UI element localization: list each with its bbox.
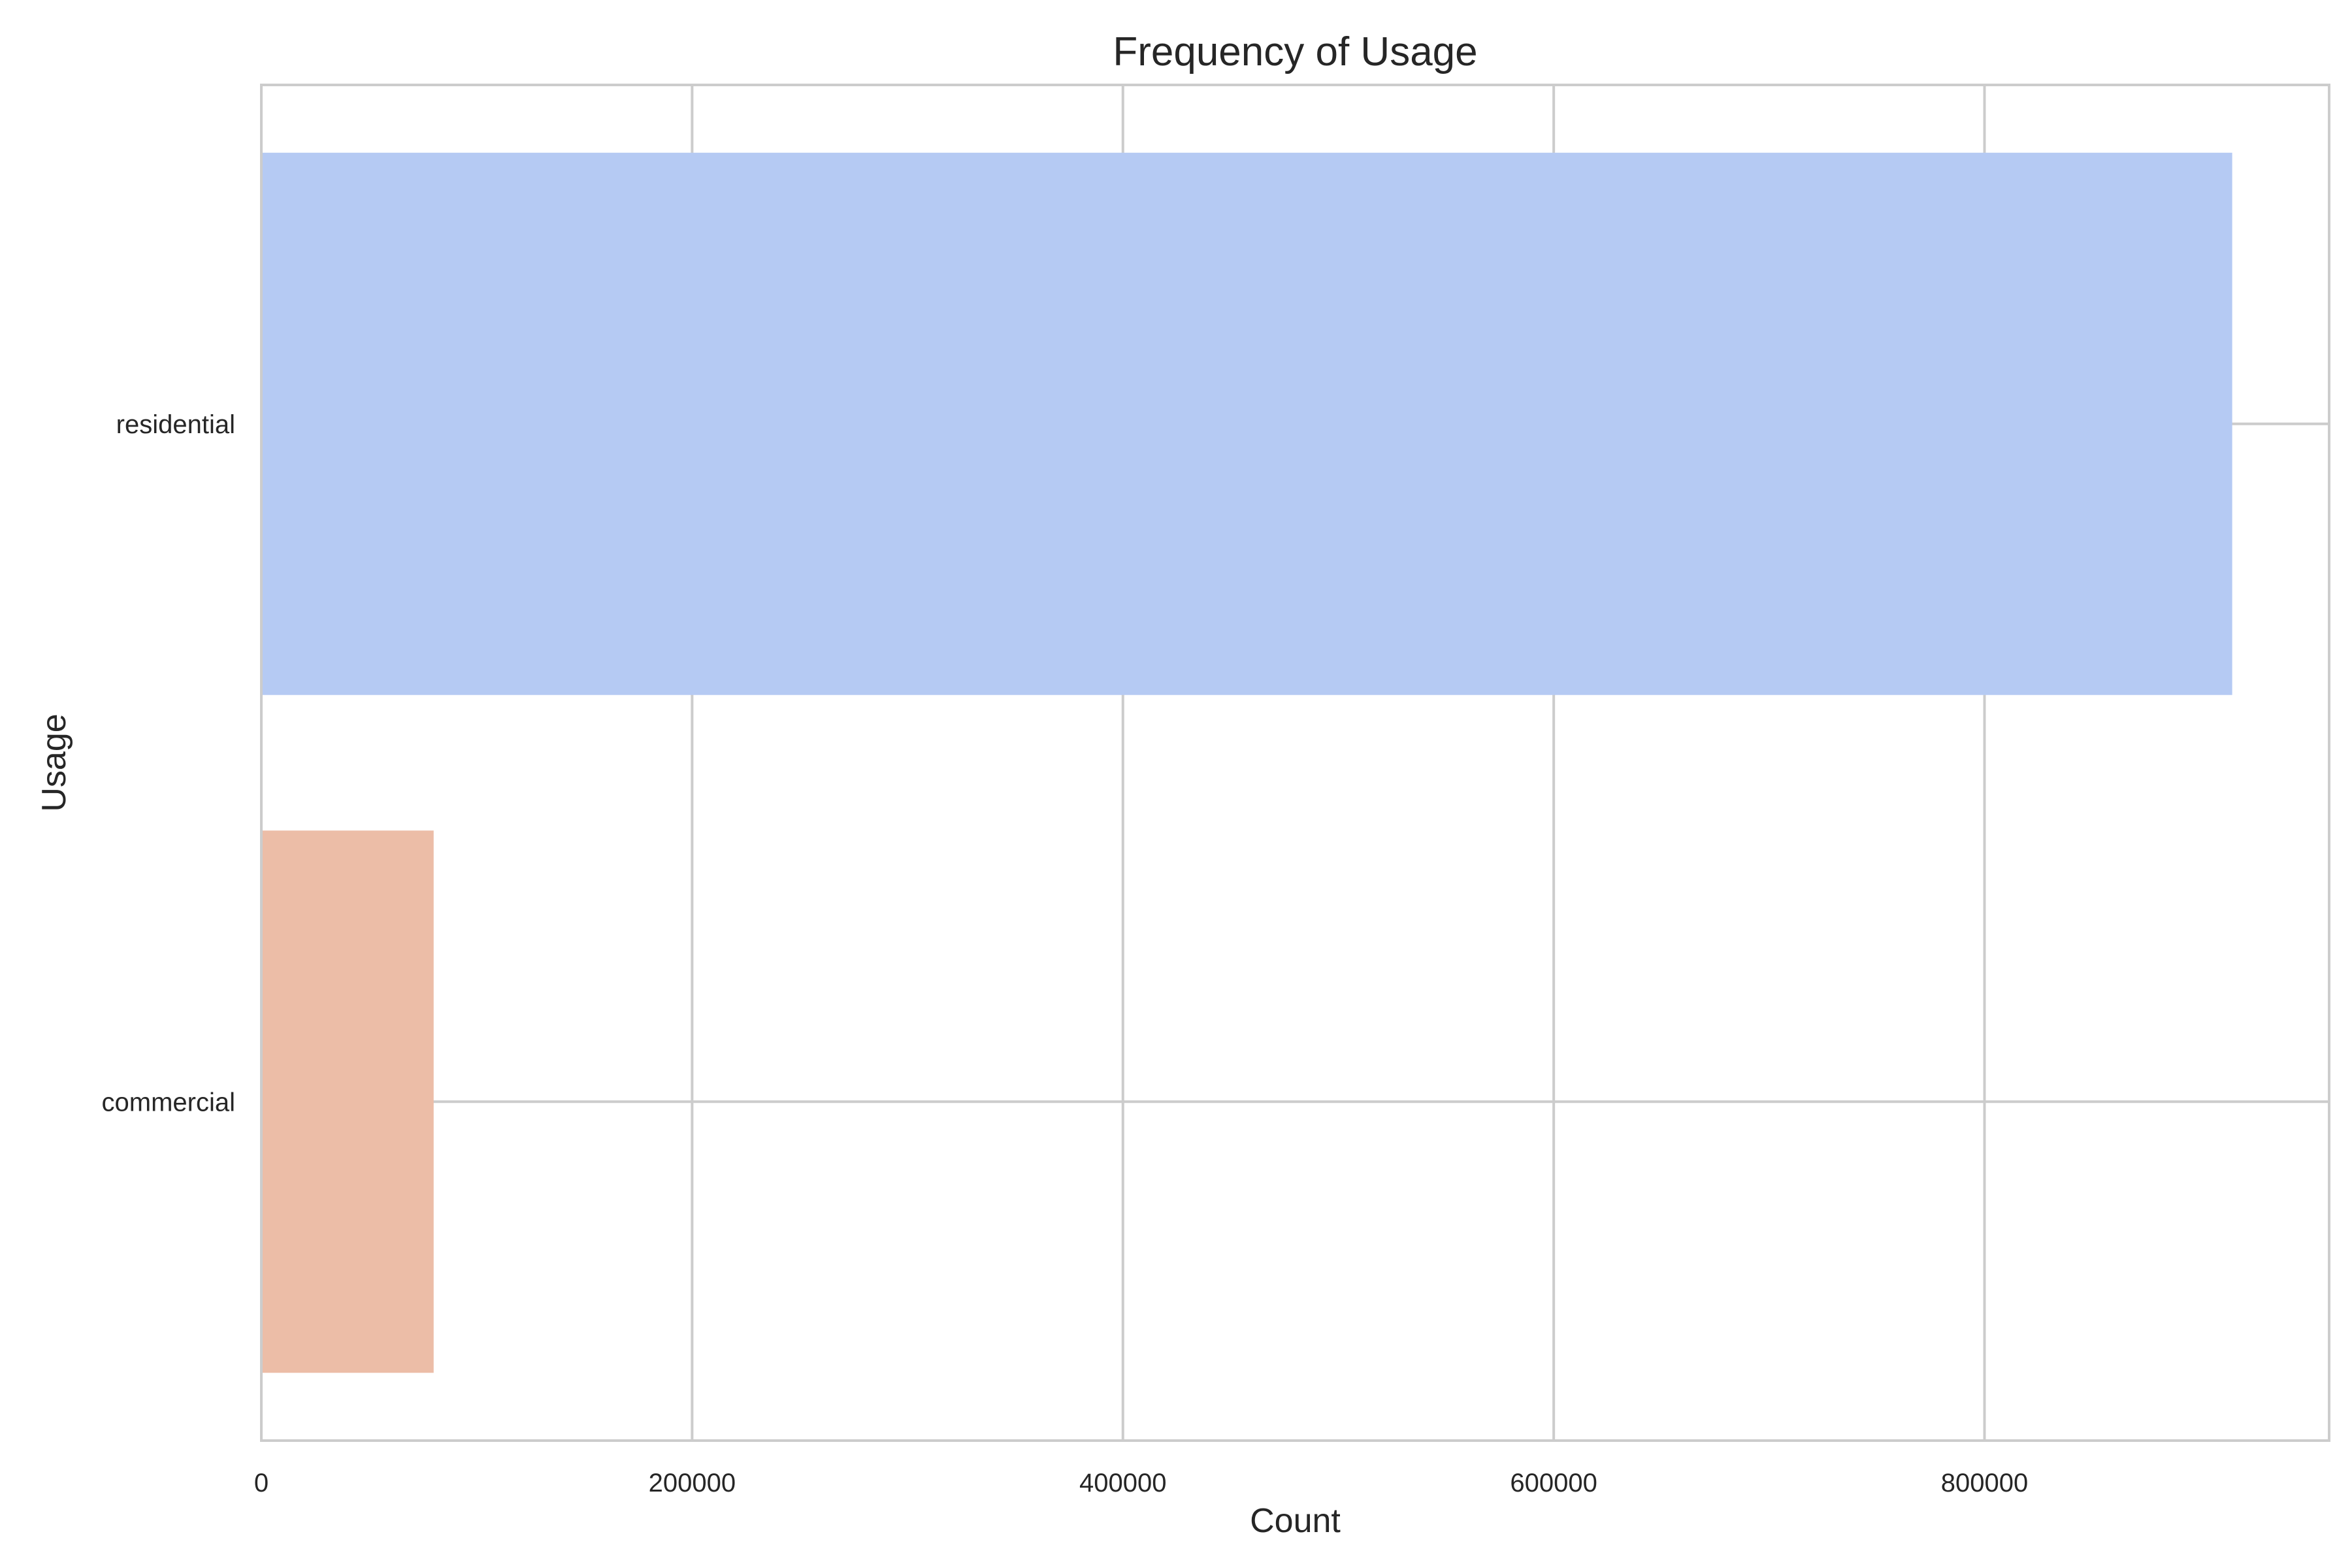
x-tick-label-3: 600000 [1510,1469,1597,1497]
x-tick-labels: 0 200000 400000 600000 800000 [254,1469,2028,1497]
y-tick-label-residential: residential [116,410,235,439]
plot-frame [260,84,2330,1442]
y-axis-label: Usage [35,713,73,811]
bar-commercial [261,830,434,1373]
x-tick-label-4: 800000 [1941,1469,2028,1497]
x-tick-label-2: 400000 [1079,1469,1166,1497]
bars [261,152,2232,1373]
x-axis-label: Count [1250,1502,1341,1540]
x-tick-label-0: 0 [254,1469,269,1497]
chart-title: Frequency of Usage [1113,29,1477,74]
y-tick-label-commercial: commercial [102,1088,235,1117]
bar-residential [261,152,2232,695]
y-tick-labels: residential commercial [102,410,235,1117]
x-tick-label-1: 200000 [649,1469,736,1497]
